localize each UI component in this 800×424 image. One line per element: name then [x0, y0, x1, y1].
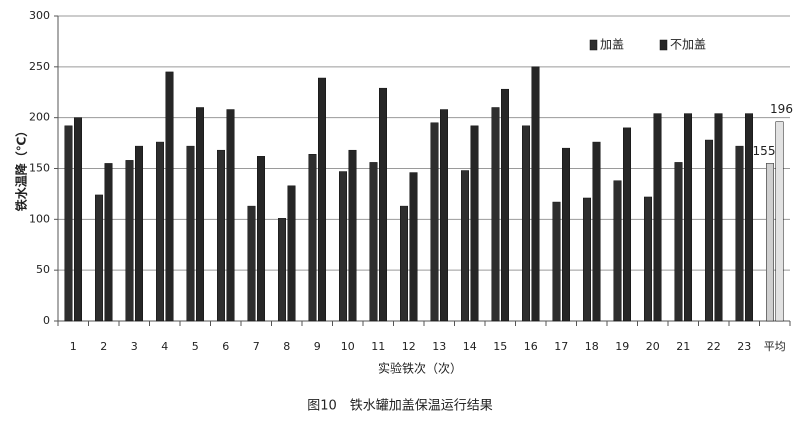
bar — [379, 87, 387, 322]
bar — [592, 141, 601, 322]
x-tick-label: 23 — [737, 340, 751, 353]
bar — [775, 121, 784, 322]
bar — [196, 107, 204, 322]
x-tick-label: 18 — [585, 340, 599, 353]
bar — [674, 162, 683, 322]
bar — [165, 71, 174, 322]
bar — [501, 88, 509, 322]
bar — [583, 197, 591, 322]
bar — [400, 205, 408, 322]
x-tick-label: 6 — [222, 340, 229, 353]
bar — [348, 149, 357, 322]
y-tick-label: 0 — [43, 314, 50, 327]
bar — [440, 109, 448, 322]
x-tick-label: 22 — [707, 340, 721, 353]
bar — [705, 139, 713, 322]
bar — [552, 201, 561, 322]
x-tick-label: 14 — [463, 340, 477, 353]
bar — [287, 185, 296, 322]
legend-label: 加盖 — [600, 38, 624, 52]
x-tick-label: 12 — [402, 340, 416, 353]
bar — [613, 180, 622, 322]
bar — [735, 145, 744, 322]
bar — [745, 113, 753, 322]
bar — [684, 113, 692, 322]
value-label: 196 — [770, 102, 793, 116]
y-axis-label: 铁水温降（℃） — [14, 125, 29, 212]
x-tick-label: 9 — [314, 340, 321, 353]
x-tick-label: 2 — [100, 340, 107, 353]
bar — [257, 156, 265, 322]
bar — [186, 145, 195, 322]
bar — [64, 125, 73, 322]
bar — [653, 113, 662, 322]
legend-swatch — [659, 39, 668, 51]
x-tick-label: 19 — [615, 340, 629, 353]
x-tick-label: 8 — [283, 340, 290, 353]
x-tick-label: 16 — [524, 340, 538, 353]
bar — [522, 125, 530, 322]
value-label: 155 — [753, 144, 776, 158]
bar — [95, 194, 103, 322]
x-tick-label: 11 — [371, 340, 385, 353]
x-tick-label: 1 — [70, 340, 77, 353]
x-tick-label: 5 — [192, 340, 199, 353]
bar — [104, 163, 113, 322]
legend-label: 不加盖 — [670, 38, 706, 52]
x-tick-label: 15 — [493, 340, 507, 353]
bar — [714, 113, 723, 322]
x-tick-label: 3 — [131, 340, 138, 353]
bar — [531, 66, 540, 322]
bar — [339, 171, 347, 322]
bar — [247, 205, 256, 322]
legend-swatch — [589, 39, 598, 51]
caption: 图10 铁水罐加盖保温运行结果 — [307, 399, 493, 414]
x-tick-label: 21 — [676, 340, 690, 353]
bar — [125, 160, 134, 322]
bar — [226, 109, 235, 322]
x-axis-label: 实验铁次（次） — [378, 361, 462, 376]
bar — [74, 117, 82, 322]
x-tick-label: 10 — [341, 340, 355, 353]
bar — [318, 77, 326, 322]
bar — [470, 125, 479, 322]
bar — [217, 149, 225, 322]
x-tick-label: 13 — [432, 340, 446, 353]
bar — [430, 122, 439, 322]
x-tick-label: 7 — [253, 340, 260, 353]
x-tick-label: 平均 — [764, 340, 786, 353]
bar — [308, 154, 317, 322]
y-tick-label: 300 — [29, 9, 50, 22]
bar — [562, 147, 570, 322]
bar — [156, 141, 164, 322]
y-tick-label: 100 — [29, 212, 50, 225]
bar — [278, 218, 286, 322]
x-tick-label: 17 — [554, 340, 568, 353]
bar — [369, 162, 378, 322]
bar — [491, 107, 500, 322]
bar — [623, 127, 631, 322]
bar — [135, 145, 143, 322]
x-tick-label: 4 — [161, 340, 168, 353]
x-tick-label: 20 — [646, 340, 660, 353]
y-tick-label: 50 — [36, 263, 50, 276]
bar — [644, 196, 652, 322]
bar — [409, 172, 418, 322]
bar — [461, 170, 469, 322]
bar — [766, 163, 774, 322]
y-tick-label: 200 — [29, 111, 50, 124]
y-tick-label: 150 — [29, 162, 50, 175]
y-tick-label: 250 — [29, 60, 50, 73]
